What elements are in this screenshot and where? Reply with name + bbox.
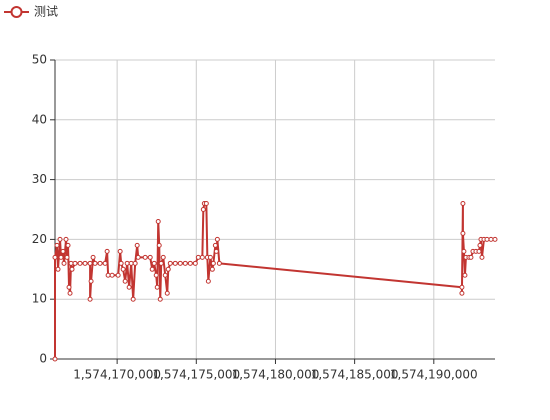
point	[216, 260, 222, 266]
point	[182, 260, 188, 266]
point	[187, 260, 193, 266]
point	[203, 201, 209, 207]
point	[124, 260, 130, 266]
point	[158, 260, 164, 266]
y-tick-label: 10	[32, 292, 47, 306]
point	[177, 260, 183, 266]
point	[87, 296, 93, 302]
point	[488, 236, 494, 242]
point	[117, 248, 123, 254]
point	[155, 218, 161, 224]
point	[63, 236, 69, 242]
point	[90, 254, 96, 260]
point	[477, 242, 483, 248]
point	[130, 296, 136, 302]
point	[149, 266, 155, 272]
point	[115, 272, 121, 278]
legend-icon[interactable]	[10, 6, 23, 18]
point	[126, 284, 132, 290]
point	[109, 272, 115, 278]
y-tick-label: 20	[32, 232, 47, 246]
point	[105, 272, 111, 278]
point	[156, 242, 162, 248]
point	[461, 248, 467, 254]
point	[87, 260, 93, 266]
point	[57, 236, 63, 242]
point	[207, 254, 213, 260]
point	[172, 260, 178, 266]
point	[132, 260, 138, 266]
point	[135, 254, 141, 260]
x-tick-label: 1,574,190,000	[390, 368, 478, 382]
point	[82, 260, 88, 266]
y-tick-label: 0	[39, 352, 47, 366]
point	[54, 242, 60, 248]
point	[147, 254, 153, 260]
point	[92, 260, 98, 266]
point	[157, 296, 163, 302]
point	[205, 278, 211, 284]
point	[195, 254, 201, 260]
legend-label[interactable]: 测试	[34, 4, 58, 19]
point	[102, 260, 108, 266]
point	[122, 278, 128, 284]
point	[476, 248, 482, 254]
point	[66, 284, 72, 290]
point	[492, 236, 498, 242]
x-tick-label: 1,574,170,000	[73, 368, 161, 382]
point	[118, 260, 124, 266]
point	[52, 254, 58, 260]
point	[97, 260, 103, 266]
point	[55, 266, 61, 272]
point	[212, 242, 218, 248]
point	[68, 260, 74, 266]
point	[460, 201, 466, 207]
point	[65, 242, 71, 248]
point	[134, 242, 140, 248]
point	[165, 266, 171, 272]
point	[484, 236, 490, 242]
point	[468, 254, 474, 260]
x-tick-label: 1,574,185,000	[311, 368, 399, 382]
point	[104, 248, 110, 254]
y-tick-label: 50	[32, 53, 47, 67]
point	[459, 284, 465, 290]
point	[210, 260, 216, 266]
point	[151, 260, 157, 266]
point	[142, 254, 148, 260]
x-tick-label: 1,574,180,000	[232, 368, 320, 382]
point	[67, 290, 73, 296]
point	[479, 254, 485, 260]
point	[69, 266, 75, 272]
point	[460, 230, 466, 236]
point	[61, 260, 67, 266]
point	[60, 248, 66, 254]
y-tick-label: 30	[32, 172, 47, 186]
point	[214, 236, 220, 242]
point	[160, 254, 166, 260]
point	[58, 254, 64, 260]
point	[192, 260, 198, 266]
point	[209, 266, 215, 272]
point	[153, 272, 159, 278]
point	[120, 266, 126, 272]
point	[64, 254, 70, 260]
y-tick-label: 40	[32, 112, 47, 126]
point	[199, 254, 205, 260]
point	[200, 207, 206, 212]
point	[162, 272, 168, 278]
point	[77, 260, 83, 266]
point	[128, 260, 134, 266]
point	[167, 260, 173, 266]
point	[213, 248, 219, 254]
point	[52, 356, 58, 362]
point	[88, 278, 94, 284]
point	[462, 272, 468, 278]
point	[154, 284, 160, 290]
point	[164, 290, 170, 296]
point	[459, 290, 465, 296]
x-tick-label: 1,574,175,000	[152, 368, 240, 382]
point	[72, 260, 78, 266]
